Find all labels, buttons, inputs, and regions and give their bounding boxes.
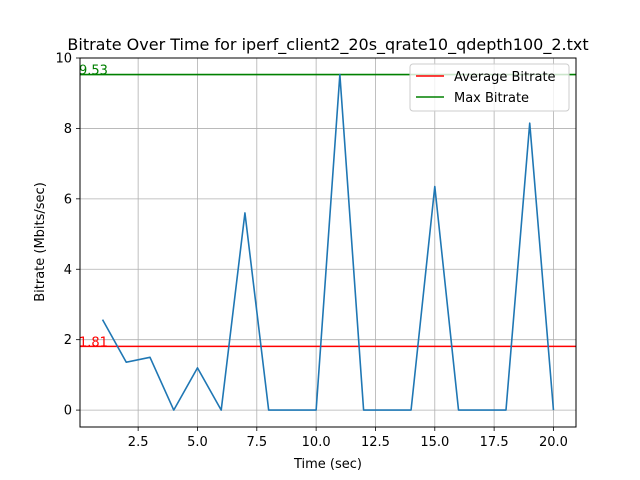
x-tick-label: 7.5 bbox=[246, 435, 267, 450]
bitrate-series-line bbox=[101, 73, 555, 411]
chart-title: Bitrate Over Time for iperf_client2_20s_… bbox=[67, 35, 588, 55]
x-tick-label: 17.5 bbox=[480, 435, 509, 450]
x-tick-label: 2.5 bbox=[128, 435, 149, 450]
y-tick-label: 10 bbox=[55, 52, 72, 67]
reference-labels: 1.81 9.53 bbox=[79, 64, 108, 351]
x-axis-label: Time (sec) bbox=[293, 457, 362, 472]
y-tick-label: 6 bbox=[64, 192, 72, 207]
y-tick-label: 8 bbox=[64, 122, 72, 137]
y-tick-label: 0 bbox=[64, 404, 72, 419]
x-tick-label: 10.0 bbox=[302, 435, 331, 450]
x-axis-ticks: 2.5 5.0 7.5 10.0 12.5 15.0 17.5 20.0 bbox=[128, 427, 568, 450]
y-tick-label: 2 bbox=[64, 333, 72, 348]
x-tick-label: 20.0 bbox=[539, 435, 568, 450]
x-tick-label: 12.5 bbox=[361, 435, 390, 450]
y-axis-ticks: 0 2 4 6 8 10 bbox=[55, 52, 80, 419]
x-tick-label: 5.0 bbox=[187, 435, 208, 450]
y-axis-label: Bitrate (Mbits/sec) bbox=[33, 182, 48, 302]
legend-box bbox=[409, 63, 570, 112]
x-tick-label: 15.0 bbox=[420, 435, 449, 450]
y-tick-label: 4 bbox=[64, 263, 72, 278]
average-bitrate-value-label: 1.81 bbox=[79, 335, 108, 350]
series-layer bbox=[101, 73, 555, 411]
max-bitrate-value-label: 9.53 bbox=[79, 64, 108, 79]
legend: Average Bitrate Max Bitrate bbox=[409, 63, 570, 112]
plot-frame bbox=[79, 57, 577, 428]
legend-label-max-bitrate: Max Bitrate bbox=[454, 91, 529, 106]
legend-label-average-bitrate: Average Bitrate bbox=[454, 70, 556, 85]
